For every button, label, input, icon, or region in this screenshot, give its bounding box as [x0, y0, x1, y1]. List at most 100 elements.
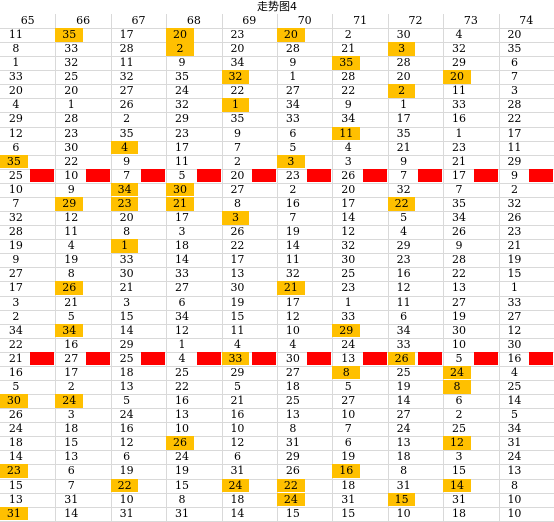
number-cell: 11 — [64, 225, 79, 239]
number-cell: 8 — [289, 422, 297, 436]
number-cell: 11 — [8, 28, 23, 41]
number-cell: 9 — [455, 239, 463, 253]
number-cell: 7 — [455, 182, 463, 196]
number-cell: 12 — [341, 225, 356, 239]
number-cell: 27 — [396, 408, 411, 422]
grid-hline — [0, 507, 554, 508]
grid-hline — [0, 324, 554, 325]
number-cell: 4 — [67, 239, 75, 253]
grid-hline — [0, 422, 554, 423]
number-cell: 5 — [67, 309, 75, 323]
number-cell: 12 — [64, 211, 79, 225]
highlighted-cell: 31 — [0, 506, 28, 521]
number-cell: 33 — [285, 112, 300, 126]
number-cell: 33 — [175, 267, 190, 281]
number-cell: 11 — [285, 253, 300, 267]
number-cell: 25 — [396, 365, 411, 379]
number-cell: 19 — [64, 253, 79, 267]
number-cell: 25 — [64, 70, 79, 84]
number-cell: 29 — [452, 56, 467, 70]
number-cell: 25 — [175, 365, 190, 379]
highlighted-cell: 24 — [277, 492, 305, 507]
number-cell: 13 — [64, 450, 79, 464]
number-cell: 8 — [400, 464, 408, 478]
number-cell: 13 — [452, 281, 467, 295]
number-cell: 5 — [510, 408, 518, 422]
highlighted-cell: 23 — [110, 196, 139, 211]
number-cell: 8 — [510, 478, 518, 492]
number-cell: 15 — [507, 267, 522, 281]
number-cell: 30 — [119, 267, 134, 281]
number-cell: 27 — [507, 309, 522, 323]
band-marker — [362, 351, 387, 365]
number-cell: 2 — [233, 154, 241, 168]
highlighted-cell: 14 — [443, 478, 471, 493]
number-cell: 4 — [400, 225, 408, 239]
number-cell: 11 — [396, 295, 411, 309]
number-cell: 26 — [230, 225, 245, 239]
number-cell: 33 — [64, 42, 79, 56]
number-cell: 10 — [452, 337, 467, 351]
number-cell: 23 — [64, 126, 79, 140]
number-cell: 9 — [12, 253, 20, 267]
number-cell: 9 — [510, 168, 518, 182]
number-cell: 14 — [119, 323, 134, 337]
number-cell: 17 — [175, 140, 190, 154]
number-cell: 9 — [344, 98, 352, 112]
column-header: 69 — [242, 14, 257, 27]
number-cell: 16 — [396, 267, 411, 281]
band-marker — [307, 168, 332, 182]
number-cell: 2 — [289, 182, 297, 196]
number-cell: 21 — [8, 351, 23, 365]
grid-hline — [0, 70, 554, 71]
number-cell: 15 — [8, 478, 23, 492]
number-cell: 29 — [8, 112, 23, 126]
number-cell: 8 — [178, 492, 186, 506]
number-cell: 16 — [119, 422, 134, 436]
number-cell: 25 — [285, 394, 300, 408]
number-cell: 3 — [12, 295, 20, 309]
number-cell: 20 — [396, 70, 411, 84]
number-cell: 31 — [230, 464, 245, 478]
number-cell: 26 — [119, 98, 134, 112]
number-cell: 11 — [230, 323, 245, 337]
highlighted-cell: 2 — [166, 42, 194, 56]
band-marker — [196, 351, 221, 365]
number-cell: 15 — [230, 309, 245, 323]
grid-hline — [0, 84, 554, 85]
number-cell: 24 — [396, 422, 411, 436]
grid-hline — [0, 450, 554, 451]
number-cell: 21 — [230, 394, 245, 408]
band-marker — [141, 351, 166, 365]
number-cell: 5 — [344, 380, 352, 393]
number-cell: 5 — [455, 351, 463, 365]
number-cell: 22 — [230, 239, 245, 253]
highlighted-cell: 26 — [55, 281, 84, 296]
number-cell: 28 — [119, 42, 134, 56]
highlighted-cell: 24 — [221, 478, 250, 493]
number-cell: 5 — [12, 380, 20, 393]
number-cell: 35 — [175, 70, 190, 84]
number-cell: 15 — [64, 436, 79, 450]
highlighted-cell: 34 — [55, 323, 84, 338]
highlighted-cell: 22 — [277, 478, 305, 493]
number-cell: 23 — [285, 168, 300, 182]
number-cell: 16 — [452, 112, 467, 126]
number-cell: 12 — [8, 126, 23, 140]
highlighted-cell: 34 — [110, 182, 139, 197]
number-cell: 1 — [67, 98, 75, 112]
number-cell: 31 — [341, 492, 356, 506]
grid-hline — [0, 98, 554, 99]
number-cell: 10 — [341, 408, 356, 422]
number-cell: 24 — [8, 422, 23, 436]
number-cell: 35 — [230, 112, 245, 126]
number-cell: 3 — [67, 408, 75, 422]
number-cell: 12 — [119, 436, 134, 450]
number-cell: 14 — [8, 450, 23, 464]
number-cell: 30 — [64, 140, 79, 154]
number-cell: 20 — [8, 84, 23, 98]
number-cell: 2 — [344, 28, 352, 41]
number-cell: 17 — [230, 253, 245, 267]
grid-hline — [0, 436, 554, 437]
number-cell: 10 — [396, 506, 411, 520]
